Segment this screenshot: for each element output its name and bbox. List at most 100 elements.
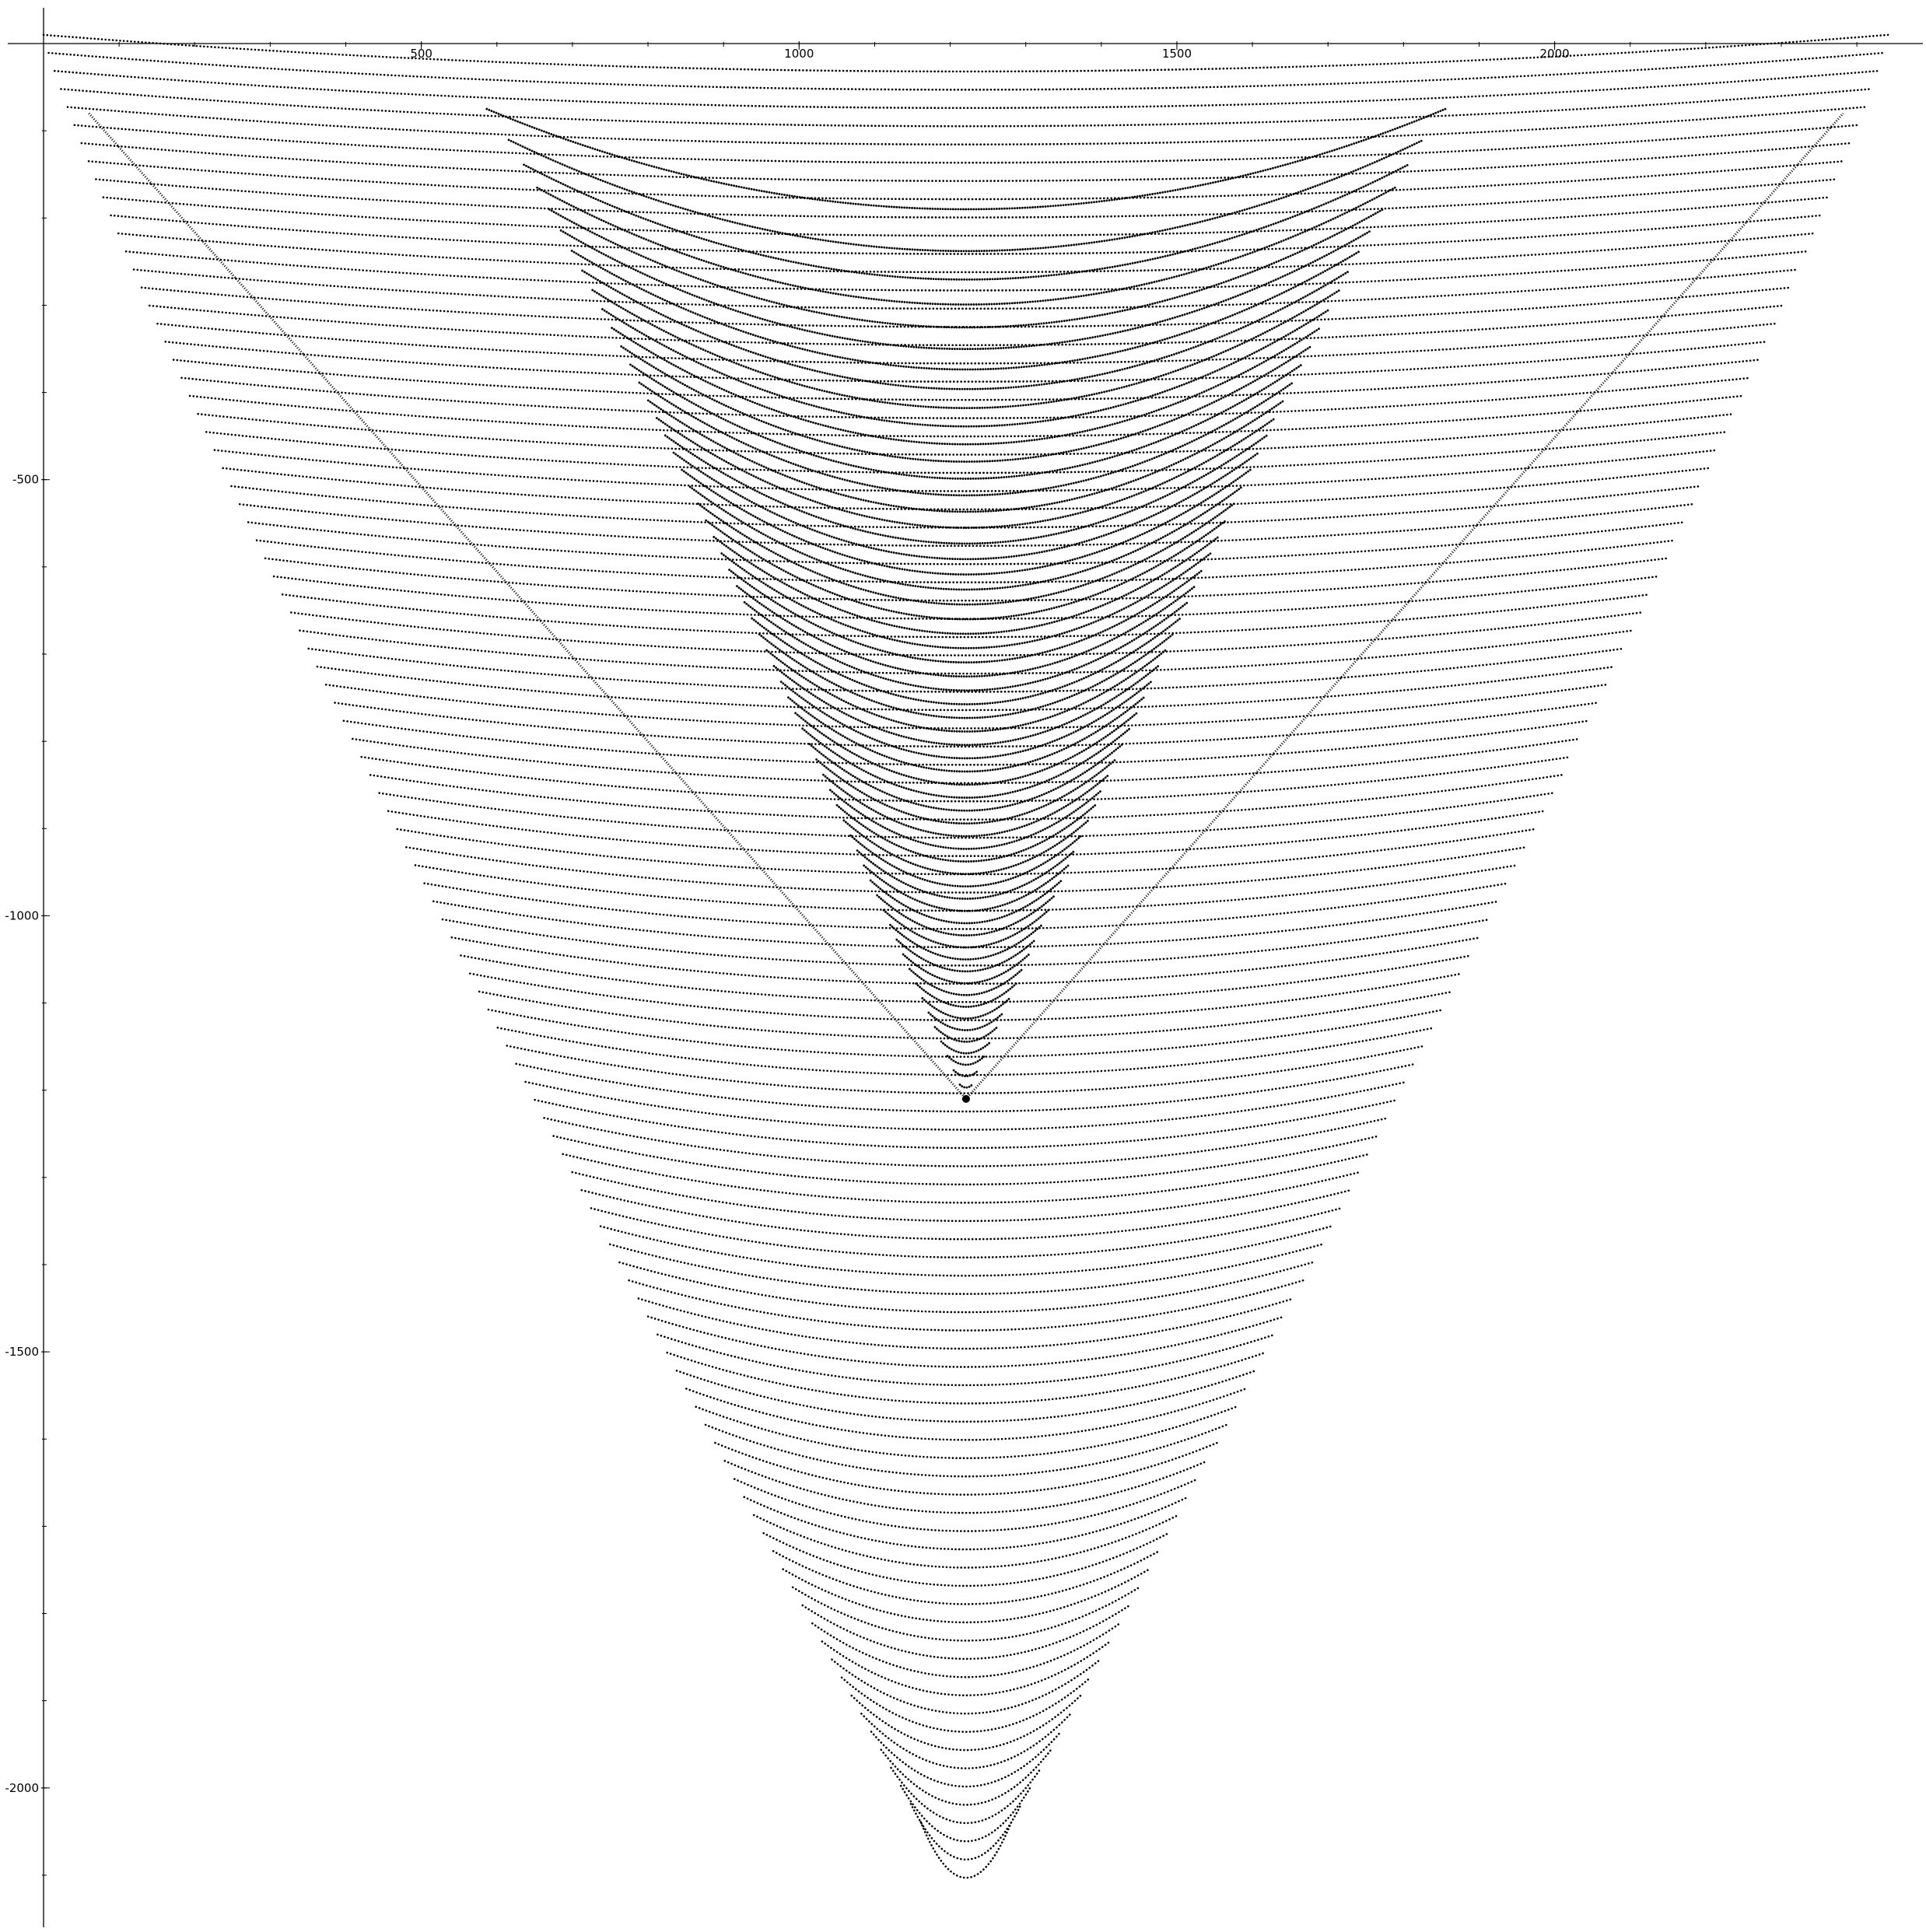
apex-point — [961, 1094, 970, 1103]
inner-curve — [902, 953, 1031, 985]
y-tick-label: -1000 — [5, 908, 39, 922]
inner-curve — [536, 186, 1396, 306]
outer-curve — [378, 792, 1554, 839]
outer-curve — [60, 88, 1872, 128]
inner-curve — [581, 269, 1351, 390]
inner-curve — [779, 681, 1153, 760]
inner-curve — [801, 727, 1131, 800]
inner-curve — [808, 743, 1124, 812]
x-tick-label: 1000 — [784, 47, 814, 61]
outer-curve — [801, 1604, 1131, 1661]
outer-curve — [850, 1694, 1082, 1752]
outer-curve — [80, 142, 1852, 182]
inner-curve — [895, 938, 1037, 973]
outer-curve — [562, 1153, 1371, 1204]
outer-curve — [919, 1821, 1013, 1879]
inner-curve — [728, 569, 1204, 664]
outer-curve — [351, 737, 1581, 785]
outer-curve — [899, 1784, 1033, 1843]
outer-curve — [685, 1388, 1247, 1441]
outer-curve — [140, 286, 1792, 328]
inner-curve — [743, 600, 1189, 692]
outer-curve — [450, 936, 1482, 985]
inner-curve — [629, 363, 1303, 480]
inner-curve — [952, 1069, 980, 1078]
outer-curve — [73, 124, 1859, 164]
outer-curve — [342, 719, 1590, 766]
outer-curve — [714, 1441, 1218, 1496]
inner-curve — [842, 819, 1090, 876]
outer-curve — [360, 755, 1572, 803]
inner-curve — [735, 585, 1196, 678]
inner-curve — [815, 758, 1117, 825]
inner-curve — [713, 535, 1220, 635]
inner-curve — [697, 502, 1235, 606]
inner-curve — [863, 864, 1070, 912]
outer-curve — [695, 1405, 1238, 1460]
inner-curve — [688, 485, 1244, 591]
outer-curve — [238, 502, 1693, 548]
inner-curve — [908, 968, 1024, 996]
y-tick-label: -500 — [12, 473, 39, 487]
outer-curve — [156, 322, 1776, 365]
outer-curve — [791, 1586, 1141, 1642]
inner-curve — [638, 381, 1294, 497]
outer-curve — [571, 1171, 1361, 1223]
inner-curve — [915, 982, 1017, 1008]
outer-curve — [432, 900, 1500, 949]
outer-curve — [666, 1351, 1266, 1405]
inner-curve — [655, 417, 1276, 530]
outer-curve — [590, 1207, 1343, 1259]
outer-curve — [42, 33, 1890, 73]
outer-curve — [468, 972, 1463, 1022]
outer-curve — [164, 341, 1768, 383]
outer-curve — [772, 1550, 1161, 1605]
outer-curve — [405, 845, 1527, 894]
inner-curve — [856, 849, 1077, 900]
inner-curve — [794, 712, 1138, 786]
outer-curve — [281, 593, 1651, 639]
outer-curve — [478, 990, 1455, 1040]
outer-curve — [255, 539, 1677, 584]
x-tick-label: 500 — [410, 47, 432, 61]
inner-curve — [869, 879, 1063, 925]
inner-curve — [548, 208, 1384, 329]
outer-curve — [580, 1188, 1352, 1241]
outer-curve — [890, 1766, 1042, 1825]
inner-curve — [946, 1055, 986, 1066]
outer-curve — [124, 250, 1808, 292]
outer-curve — [132, 268, 1800, 310]
inner-curve — [828, 789, 1104, 850]
outer-curve — [704, 1423, 1228, 1478]
outer-curve — [762, 1531, 1170, 1587]
inner-curve — [927, 1011, 1005, 1031]
outer-curve — [53, 69, 1879, 110]
outer-curve — [66, 106, 1866, 146]
inner-curve — [882, 908, 1050, 949]
inner-curve — [523, 163, 1409, 281]
outer-curve — [423, 882, 1509, 930]
inner-curve — [765, 649, 1167, 733]
outer-curve — [543, 1117, 1389, 1167]
outer-curve — [909, 1803, 1023, 1861]
outer-curve — [723, 1460, 1209, 1514]
outer-curve — [387, 810, 1546, 857]
outer-curve — [811, 1622, 1121, 1678]
inner-curve — [485, 107, 1447, 211]
outer-curve — [95, 178, 1837, 219]
outer-curve — [831, 1658, 1101, 1715]
outer-curve — [637, 1297, 1295, 1350]
outer-curve — [608, 1243, 1323, 1295]
outer-curve — [441, 918, 1491, 967]
inner-curve — [601, 308, 1331, 428]
outer-curve — [87, 159, 1845, 201]
inner-curve — [889, 923, 1043, 961]
outer-curve — [117, 232, 1815, 274]
outer-curve — [324, 684, 1608, 730]
outer-curve — [618, 1261, 1314, 1314]
outer-curve — [524, 1080, 1408, 1131]
outer-curve — [646, 1315, 1286, 1368]
outer-curve — [752, 1514, 1180, 1569]
outer-curve — [213, 449, 1719, 492]
